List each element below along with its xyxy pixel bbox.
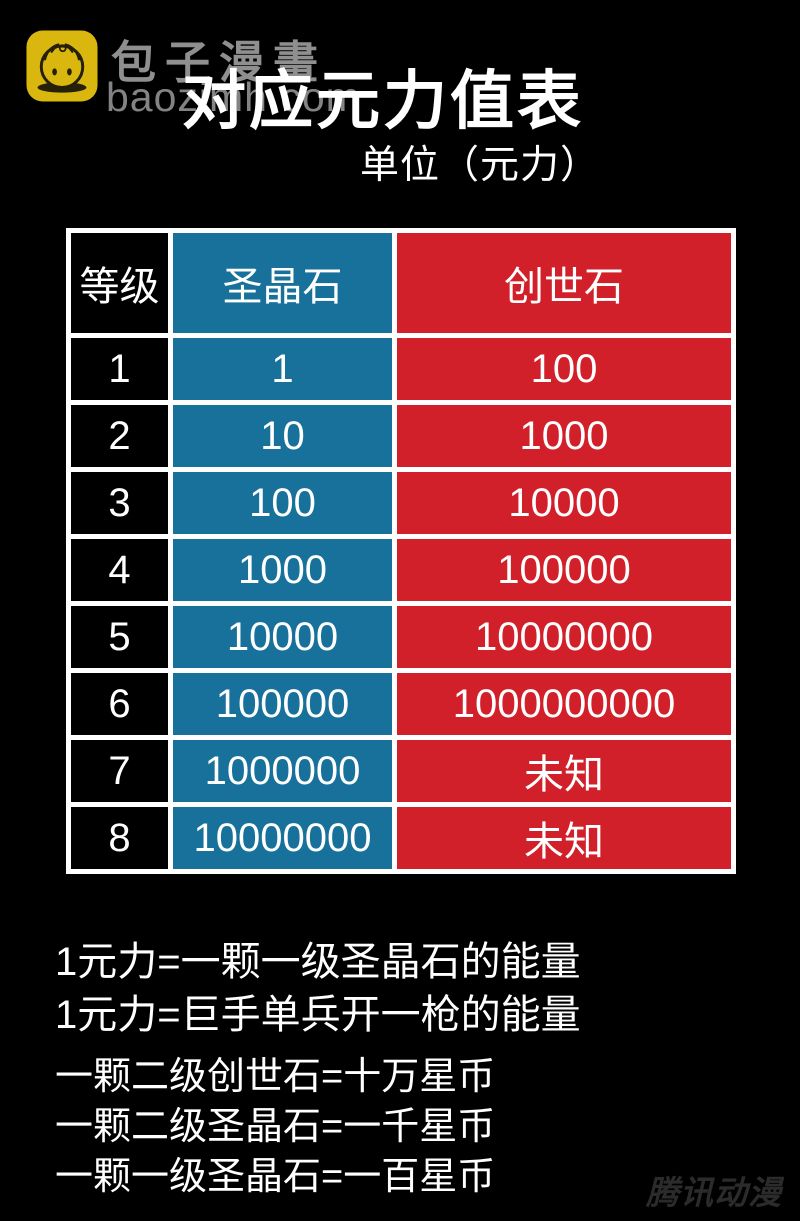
cell-creation-stone: 未知 <box>397 740 731 802</box>
cell-creation-stone: 100 <box>397 338 731 400</box>
tencent-comics-watermark: 腾讯动漫 <box>646 1174 782 1211</box>
table-header-row: 等级 圣晶石 创世石 <box>71 233 731 333</box>
table-row: 2 10 1000 <box>71 405 731 467</box>
brand-name: 包子漫畫 <box>111 37 328 88</box>
table-row: 3 100 10000 <box>71 472 731 534</box>
note-line: 一颗二级圣晶石=一千星币 <box>55 1106 496 1148</box>
cell-level: 2 <box>71 405 168 467</box>
brand-domain-watermark: baozimh.com <box>106 74 361 120</box>
cell-holy-crystal: 10 <box>173 405 392 467</box>
cell-level: 5 <box>71 606 168 668</box>
cell-holy-crystal: 1000 <box>173 539 392 601</box>
cell-creation-stone: 100000 <box>397 539 731 601</box>
page-title: 对应元力值表 <box>182 65 584 137</box>
note-line: 一颗二级创世石=十万星币 <box>55 1056 496 1098</box>
cell-holy-crystal: 1000000 <box>173 740 392 802</box>
header-level: 等级 <box>71 233 168 333</box>
note-line: 一颗一级圣晶石=一百星币 <box>55 1156 496 1198</box>
baozi-logo-icon <box>26 30 98 102</box>
table-row: 1 1 100 <box>71 338 731 400</box>
notes-block: 1元力=一颗一级圣晶石的能量 1元力=巨手单兵开一枪的能量 一颗二级创世石=十万… <box>55 936 581 1202</box>
cell-level: 6 <box>71 673 168 735</box>
note-line: 1元力=一颗一级圣晶石的能量 <box>55 940 581 984</box>
header-creation-stone: 创世石 <box>397 233 731 333</box>
table-row: 7 1000000 未知 <box>71 740 731 802</box>
cell-creation-stone: 1000 <box>397 405 731 467</box>
table-row: 6 100000 1000000000 <box>71 673 731 735</box>
cell-holy-crystal: 1 <box>173 338 392 400</box>
element-value-table: 等级 圣晶石 创世石 1 1 100 2 10 1000 3 100 10000 4 1000 100… <box>66 228 736 874</box>
cell-holy-crystal: 100 <box>173 472 392 534</box>
note-line: 1元力=巨手单兵开一枪的能量 <box>55 993 581 1037</box>
cell-level: 1 <box>71 338 168 400</box>
cell-holy-crystal: 10000 <box>173 606 392 668</box>
cell-level: 3 <box>71 472 168 534</box>
cell-level: 7 <box>71 740 168 802</box>
cell-creation-stone: 1000000000 <box>397 673 731 735</box>
cell-creation-stone: 10000 <box>397 472 731 534</box>
table-row: 4 1000 100000 <box>71 539 731 601</box>
cell-holy-crystal: 100000 <box>173 673 392 735</box>
cell-holy-crystal: 10000000 <box>173 807 392 869</box>
page-subtitle: 单位（元力） <box>360 144 601 187</box>
cell-creation-stone: 10000000 <box>397 606 731 668</box>
cell-level: 4 <box>71 539 168 601</box>
cell-creation-stone: 未知 <box>397 807 731 869</box>
header-holy-crystal: 圣晶石 <box>173 233 392 333</box>
cell-level: 8 <box>71 807 168 869</box>
table-row: 5 10000 10000000 <box>71 606 731 668</box>
table-row: 8 10000000 未知 <box>71 807 731 869</box>
